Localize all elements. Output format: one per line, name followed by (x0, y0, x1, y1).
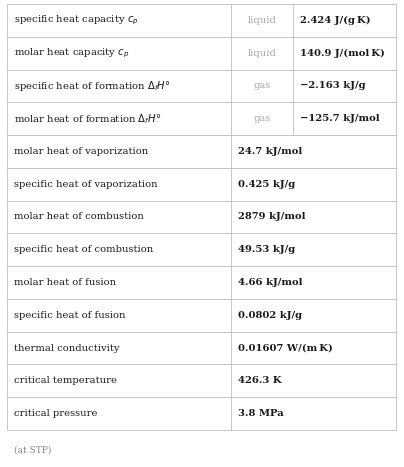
Text: thermal conductivity: thermal conductivity (14, 344, 120, 353)
Text: 2.424 J/(g K): 2.424 J/(g K) (300, 16, 370, 25)
Text: 0.0802 kJ/g: 0.0802 kJ/g (238, 311, 302, 320)
Text: critical temperature: critical temperature (14, 376, 117, 385)
Text: specific heat of vaporization: specific heat of vaporization (14, 180, 158, 189)
Text: liquid: liquid (248, 16, 276, 25)
Text: specific heat capacity $c_p$: specific heat capacity $c_p$ (14, 14, 139, 27)
Text: specific heat of combustion: specific heat of combustion (14, 245, 153, 254)
Text: 3.8 MPa: 3.8 MPa (238, 409, 284, 418)
Text: −2.163 kJ/g: −2.163 kJ/g (300, 81, 366, 91)
Text: molar heat of combustion: molar heat of combustion (14, 212, 144, 221)
Text: liquid: liquid (248, 49, 276, 57)
Text: 49.53 kJ/g: 49.53 kJ/g (238, 245, 295, 254)
Text: molar heat of fusion: molar heat of fusion (14, 278, 116, 287)
Text: −125.7 kJ/mol: −125.7 kJ/mol (300, 114, 380, 123)
Text: 0.01607 W/(m K): 0.01607 W/(m K) (238, 344, 333, 353)
Text: 0.425 kJ/g: 0.425 kJ/g (238, 180, 295, 189)
Text: 140.9 J/(mol K): 140.9 J/(mol K) (300, 49, 385, 58)
Text: 2879 kJ/mol: 2879 kJ/mol (238, 212, 305, 221)
Text: specific heat of fusion: specific heat of fusion (14, 311, 126, 320)
Text: 426.3 K: 426.3 K (238, 376, 282, 385)
Text: molar heat of vaporization: molar heat of vaporization (14, 147, 148, 156)
Text: 4.66 kJ/mol: 4.66 kJ/mol (238, 278, 303, 287)
Text: molar heat capacity $c_p$: molar heat capacity $c_p$ (14, 46, 129, 60)
Text: (at STP): (at STP) (14, 446, 51, 454)
Text: 24.7 kJ/mol: 24.7 kJ/mol (238, 147, 302, 156)
Text: critical pressure: critical pressure (14, 409, 97, 418)
Text: molar heat of formation $\Delta_f H\degree$: molar heat of formation $\Delta_f H\degr… (14, 112, 161, 126)
Text: gas: gas (253, 114, 271, 123)
Text: gas: gas (253, 81, 271, 91)
Text: specific heat of formation $\Delta_f H\degree$: specific heat of formation $\Delta_f H\d… (14, 79, 170, 93)
